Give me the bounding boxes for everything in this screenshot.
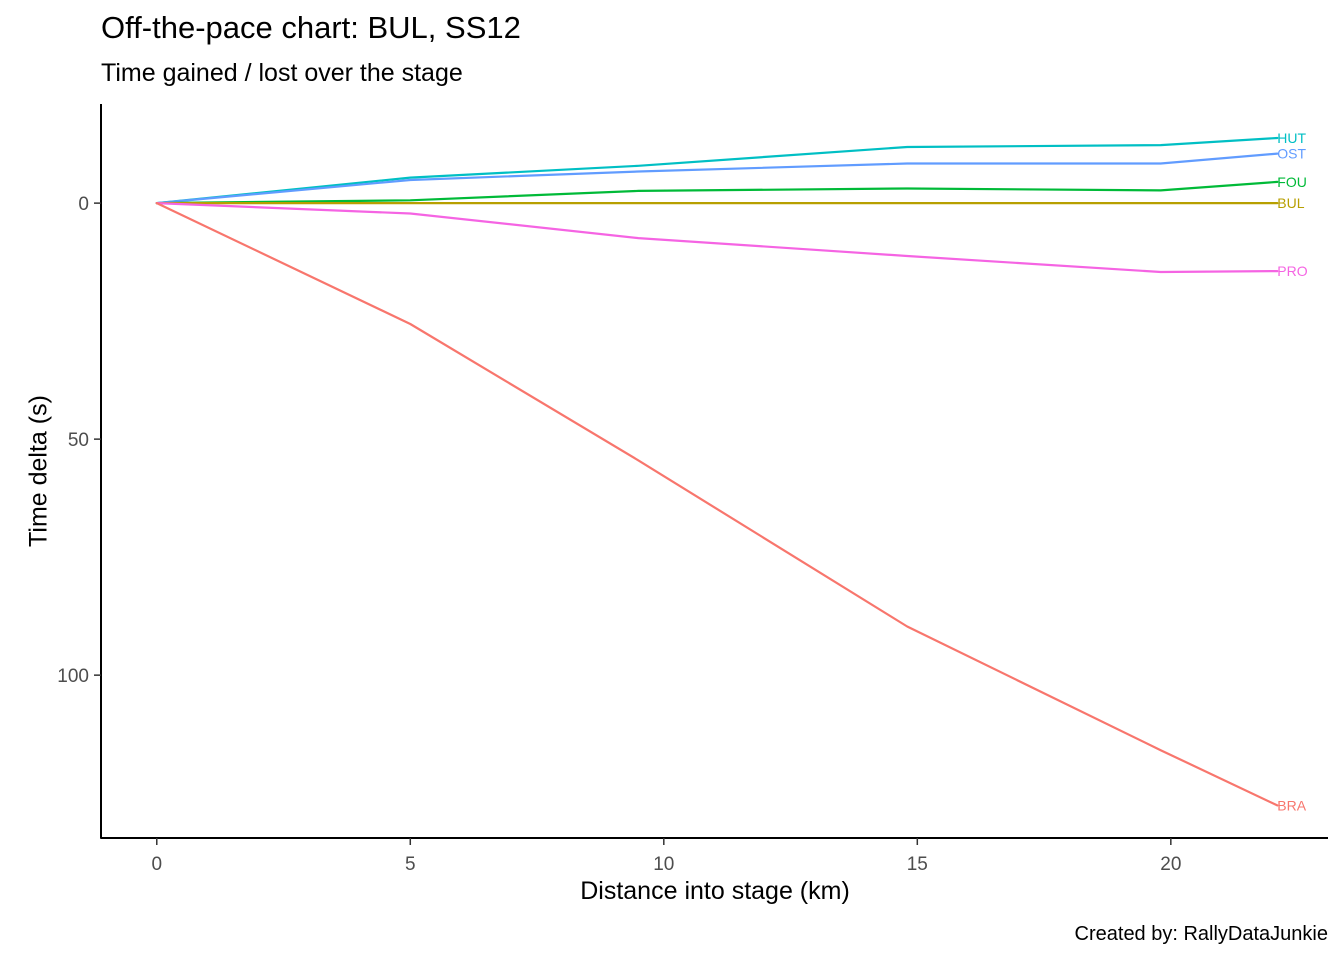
series-end-label-fou: FOU [1277, 174, 1307, 190]
series-end-label-bra: BRA [1277, 797, 1306, 813]
y-tick-label: 0 [78, 194, 89, 215]
series-line-pro [155, 202, 1279, 274]
y-tick-label: 50 [68, 430, 89, 451]
chart-subtitle: Time gained / lost over the stage [101, 59, 463, 87]
x-tick-label: 0 [151, 854, 162, 875]
x-axis-label: Distance into stage (km) [580, 877, 850, 905]
x-tick-label: 10 [653, 854, 674, 875]
x-tick-label: 20 [1160, 854, 1181, 875]
y-tick-label: 100 [57, 666, 89, 687]
series-lines [155, 136, 1279, 807]
series-line-fou [155, 180, 1279, 205]
series-end-label-bul: BUL [1277, 195, 1304, 211]
chart-title: Off-the-pace chart: BUL, SS12 [101, 10, 521, 45]
x-tick-label: 15 [907, 854, 928, 875]
chart-caption: Created by: RallyDataJunkie [1074, 923, 1328, 945]
x-tick-label: 5 [405, 854, 416, 875]
series-line-ost [155, 152, 1279, 205]
axes: 0 5 10 15 20 0 50 100 [57, 104, 1328, 875]
series-line-hut [155, 136, 1279, 205]
series-end-label-hut: HUT [1277, 130, 1306, 146]
series-end-label-pro: PRO [1277, 263, 1307, 279]
series-end-label-ost: OST [1277, 146, 1306, 162]
series-line-bra [155, 202, 1279, 807]
